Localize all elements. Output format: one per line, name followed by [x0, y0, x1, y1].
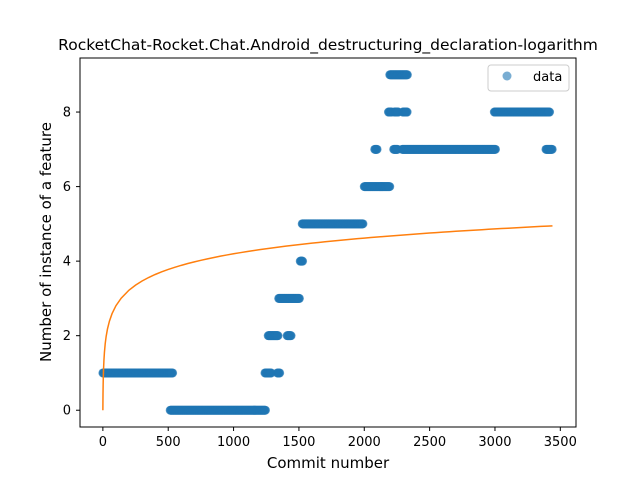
data-point [358, 219, 368, 229]
fit-curve [102, 225, 553, 411]
x-tick-label: 3500 [544, 435, 577, 450]
data-point [286, 331, 296, 341]
x-axis-label: Commit number [267, 454, 390, 472]
plot-frame [79, 57, 577, 428]
y-tick-label: 0 [63, 404, 71, 419]
data-point [294, 293, 304, 303]
x-tick-label: 2500 [413, 435, 446, 450]
data-point [168, 368, 178, 378]
data-point [545, 107, 555, 117]
legend: data [487, 64, 570, 92]
data-point [490, 144, 500, 154]
y-axis-label: Number of instance of a feature [37, 122, 55, 362]
y-tick-label: 4 [63, 255, 71, 270]
data-point [385, 182, 395, 192]
y-tick-label: 8 [63, 106, 71, 121]
data-point [298, 256, 308, 266]
chart-title: RocketChat-Rocket.Chat.Android_destructu… [58, 36, 598, 55]
data-point [260, 405, 270, 415]
x-axis-ticks: 0 500 1000 1500 2000 2500 3000 3500 [99, 427, 577, 450]
scatter-points [98, 70, 557, 415]
legend-box [487, 64, 570, 92]
data-point [547, 144, 557, 154]
x-tick-label: 2000 [348, 435, 381, 450]
data-point [402, 70, 412, 80]
x-tick-label: 1500 [282, 435, 315, 450]
y-tick-label: 6 [63, 180, 71, 195]
y-tick-label: 2 [63, 329, 71, 344]
legend-marker-data [502, 71, 512, 81]
y-axis-ticks: 0 2 4 6 8 [63, 106, 80, 419]
data-point [372, 144, 382, 154]
data-point [402, 107, 412, 117]
x-tick-label: 500 [156, 435, 181, 450]
fit-curve-layer [102, 225, 553, 411]
x-tick-label: 3000 [478, 435, 511, 450]
x-tick-label: 1000 [217, 435, 250, 450]
data-point [273, 331, 283, 341]
data-point [275, 368, 285, 378]
legend-label-data: data [533, 70, 562, 85]
x-tick-label: 0 [99, 435, 107, 450]
